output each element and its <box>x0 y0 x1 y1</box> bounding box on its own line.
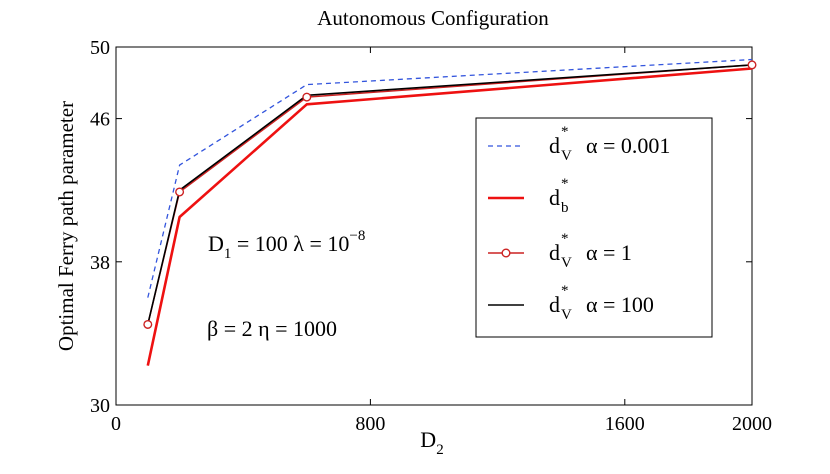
legend-symbol: d <box>549 185 560 210</box>
legend-symbol-sup: * <box>561 124 569 140</box>
series-line-dv-alpha-0001 <box>147 58 753 298</box>
legend-marker-dv-alpha-1 <box>501 248 511 258</box>
series-layer <box>143 58 757 366</box>
y-tick-label: 46 <box>90 109 110 131</box>
legend-symbol: d <box>549 240 560 265</box>
legend-item-db: d* b <box>549 176 569 216</box>
legend-param: α = 0.001 <box>586 133 670 158</box>
series-point-dv-alpha-1 <box>747 60 757 70</box>
annotation-d1-lambda-part: D <box>208 231 224 256</box>
y-tick-label: 38 <box>90 252 110 274</box>
series-point-dv-alpha-1 <box>175 187 185 197</box>
annotation-layer: D1 = 100 λ = 10−8 β = 2 η = 1000 <box>207 228 365 341</box>
legend-item-dv-alpha-1: d* V α = 1 <box>549 231 632 271</box>
legend-symbol: d <box>549 133 560 158</box>
legend-item-dv-alpha-100: d* V α = 100 <box>549 283 654 323</box>
axes: 0 800 1600 2000 30 38 46 50 <box>90 37 772 435</box>
annotation-beta-eta-part: β = 2 η = 1000 <box>207 316 337 341</box>
legend-symbol-sub: V <box>561 255 572 271</box>
legend-param: α = 1 <box>586 240 632 265</box>
annotation-d1-lambda: D1 = 100 λ = 10−8 <box>208 228 365 262</box>
y-tick-label: 30 <box>90 395 110 417</box>
x-tick-label: 2000 <box>732 413 772 435</box>
legend-symbol-sub: V <box>561 307 572 323</box>
x-tick-label: 1600 <box>605 413 645 435</box>
series-line-db <box>146 67 753 366</box>
annotation-beta-eta: β = 2 η = 1000 <box>207 316 337 341</box>
annotation-d1-lambda-part: 1 <box>224 246 232 262</box>
legend-symbol-sub: V <box>561 148 572 164</box>
chart-title: Autonomous Configuration <box>317 6 549 30</box>
legend-symbol-sup: * <box>561 283 569 299</box>
series-line-dv-alpha-100 <box>147 64 753 325</box>
annotation-d1-lambda-part: = 100 λ = 10 <box>231 231 349 256</box>
y-axis-label: Optimal Ferry path parameter <box>54 101 78 351</box>
x-tick-label: 0 <box>111 413 121 435</box>
annotation-d1-lambda-part: −8 <box>349 228 365 244</box>
x-tick-label: 800 <box>355 413 385 435</box>
legend-symbol-sup: * <box>561 176 569 192</box>
legend-item-dv-alpha-0001: d* V α = 0.001 <box>549 124 670 164</box>
legend-symbol-sub: b <box>561 200 569 216</box>
legend-symbol: d <box>549 292 560 317</box>
legend-param: α = 100 <box>586 292 654 317</box>
series-point-dv-alpha-1 <box>302 92 312 102</box>
x-axis-label: D2 <box>420 427 443 458</box>
legend-box <box>475 117 713 338</box>
series-point-dv-alpha-1 <box>143 319 153 329</box>
legend-symbol-sup: * <box>561 231 569 247</box>
y-tick-label: 50 <box>90 37 110 59</box>
